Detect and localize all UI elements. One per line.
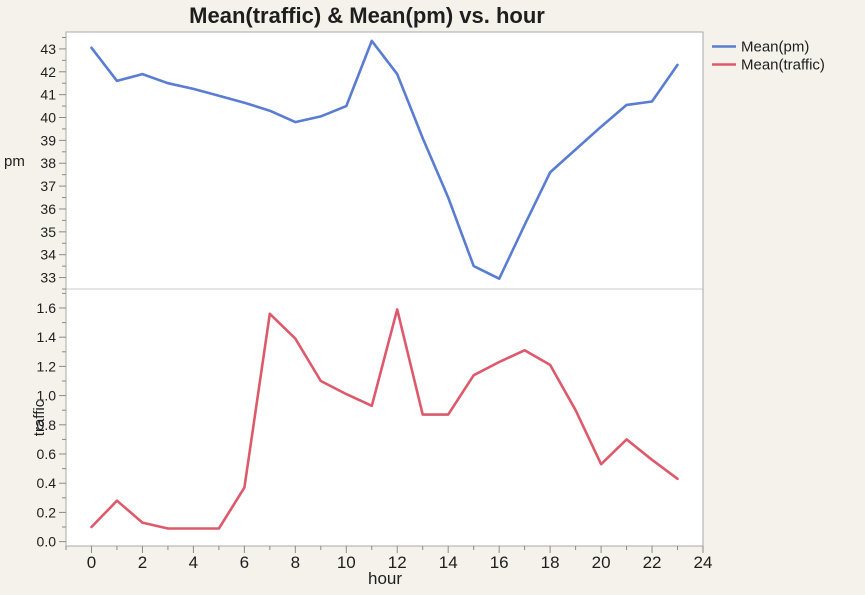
x-tick-label: 8: [291, 553, 300, 572]
y-tick-label: 0.0: [37, 534, 57, 550]
x-tick-label: 24: [694, 553, 713, 572]
y-tick-label: 0.8: [37, 417, 57, 433]
legend-label-pm: Mean(pm): [741, 39, 809, 56]
y-tick-label: 43: [40, 41, 56, 57]
y-tick-label: 38: [40, 155, 56, 171]
y-tick-label: 37: [40, 178, 56, 194]
x-tick-label: 2: [138, 553, 147, 572]
traffic-series-line[interactable]: [90, 308, 679, 530]
y-tick-label: 1.0: [37, 388, 57, 404]
x-tick-label: 12: [388, 553, 407, 572]
y-tick-label: 39: [40, 132, 56, 148]
x-tick-label: 0: [87, 553, 96, 572]
x-tick-label: 6: [240, 553, 249, 572]
y-axis-label-pm: pm: [4, 153, 25, 170]
pm-series-line[interactable]: [90, 39, 679, 281]
legend-item-traffic[interactable]: Mean(traffic): [712, 57, 825, 74]
legend-item-pm[interactable]: Mean(pm): [712, 39, 809, 56]
y-tick-label: 1.6: [37, 300, 57, 316]
x-tick-label: 4: [189, 553, 198, 572]
y-tick-label: 42: [40, 64, 56, 80]
y-tick-label: 34: [40, 247, 56, 263]
y-tick-label: 0.6: [37, 446, 57, 462]
y-tick-label: 0.4: [37, 475, 57, 491]
y-tick-label: 41: [40, 87, 56, 103]
y-tick-label: 1.4: [37, 329, 57, 345]
y-tick-label: 36: [40, 201, 56, 217]
y-tick-label: 33: [40, 270, 56, 286]
y-tick-label: 40: [40, 110, 56, 126]
x-tick-label: 20: [592, 553, 611, 572]
y-tick-label: 35: [40, 224, 56, 240]
x-axis-label: hour: [368, 569, 402, 588]
legend-label-traffic: Mean(traffic): [741, 57, 825, 74]
x-tick-label: 22: [643, 553, 662, 572]
x-tick-label: 16: [490, 553, 509, 572]
x-tick-label: 14: [439, 553, 458, 572]
legend: Mean(pm) Mean(traffic): [712, 39, 825, 74]
x-tick-label: 10: [337, 553, 356, 572]
y-axis-label-traffic: traffic: [31, 399, 48, 436]
y-tick-label: 1.2: [37, 358, 57, 374]
x-tick-label: 18: [541, 553, 560, 572]
y-tick-label: 0.2: [37, 504, 57, 520]
chart-title: Mean(traffic) & Mean(pm) vs. hour: [189, 3, 545, 28]
